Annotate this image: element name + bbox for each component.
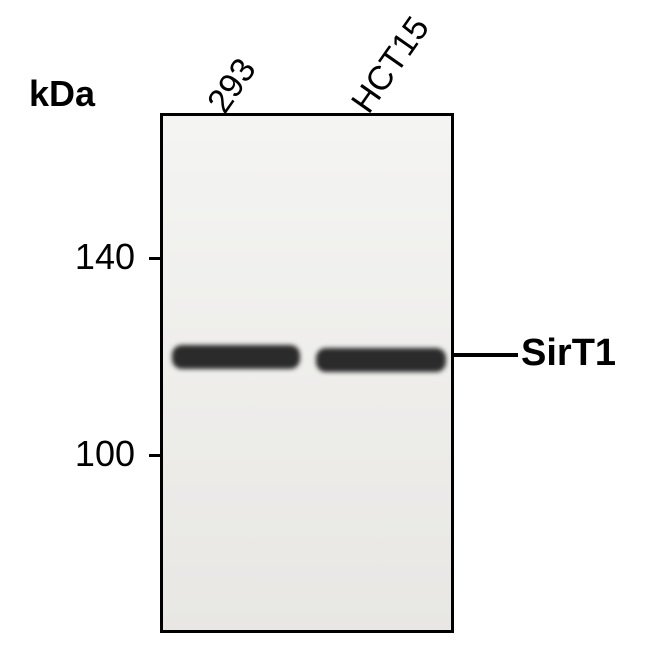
marker-140: 140 [25, 236, 135, 278]
protein-pointer-line [454, 353, 518, 357]
figure-canvas: kDa 293 HCT15 140 100 SirT1 [0, 0, 650, 664]
marker-100-tick [149, 454, 160, 457]
band-hct15-sirt1 [316, 348, 446, 372]
kda-axis-label: kDa [29, 73, 95, 115]
lane-label-hct15: HCT15 [344, 10, 438, 121]
band-293-sirt1 [172, 345, 300, 369]
blot-membrane [160, 113, 454, 633]
marker-140-tick [149, 257, 160, 260]
marker-100: 100 [25, 433, 135, 475]
protein-label-sirt1: SirT1 [521, 332, 616, 375]
lane-label-293: 293 [200, 52, 264, 121]
